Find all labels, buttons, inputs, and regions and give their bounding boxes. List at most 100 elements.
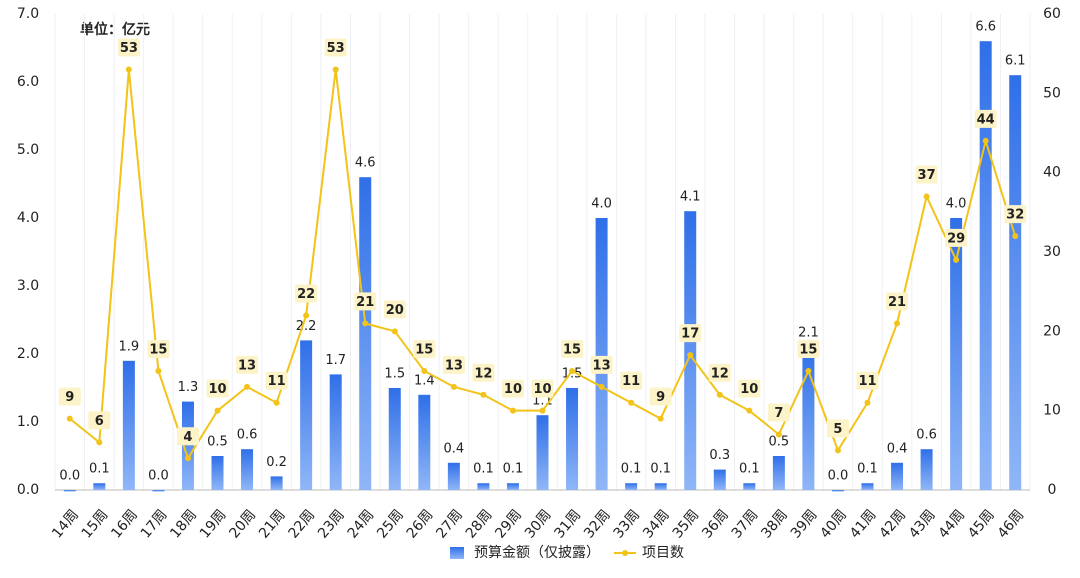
line-point [509,407,516,414]
bar [743,483,756,490]
line-label-box [826,419,849,438]
bar [152,490,165,492]
bar-value-label: 2.2 [296,319,317,334]
line-label-box [58,387,81,406]
bar [241,449,254,490]
x-tick-label: 38周 [758,507,791,542]
y-tick-label: 4.0 [17,210,39,226]
bar-value-label: 0.5 [207,435,228,450]
bar [1009,75,1022,490]
bar-value-label: 0.1 [473,462,494,477]
x-tick-label: 36周 [699,507,732,542]
x-tick-label: 33周 [611,507,644,542]
line-point [273,399,280,406]
bar-value-label: 6.1 [1005,54,1026,69]
x-tick-label: 21周 [256,507,289,542]
bar-value-label: 1.4 [414,373,435,388]
line-value-label: 11 [622,374,640,389]
line-value-label: 21 [356,295,374,310]
line-point [96,439,103,446]
line-label-box [797,340,820,358]
line-value-label: 37 [918,168,936,183]
bar [359,177,372,490]
line-label-box [1004,205,1027,224]
bar [122,360,135,490]
line-value-label: 13 [445,358,463,373]
bar-value-label: 0.1 [739,462,760,477]
line-point [303,312,310,319]
line-point [391,328,398,335]
line-value-label: 15 [799,343,817,358]
bar [979,41,992,490]
line-point [184,455,191,462]
bar-value-label: 6.6 [975,20,996,35]
line-label-box [886,292,909,311]
line-label-box [620,371,643,390]
x-tick-label: 34周 [640,507,673,542]
x-tick-label: 26周 [404,507,437,542]
line-point [125,66,132,73]
y2-tick-label: 10 [1043,403,1061,419]
line-point [569,368,576,374]
bar-value-label: 0.1 [857,462,878,477]
legend-swatch [450,547,464,559]
x-tick-label: 25周 [374,507,407,542]
bar [861,483,874,490]
line-value-label: 53 [327,41,345,56]
bar [713,469,726,490]
line-value-label: 10 [533,382,551,397]
line-point [214,407,221,414]
line-value-label: 21 [888,295,906,310]
line-point [657,415,664,422]
x-tick-label: 43周 [906,507,939,542]
x-tick-label: 20周 [226,507,259,542]
line-label-box [147,340,170,358]
y-tick-label: 2.0 [17,346,39,362]
bar-value-label: 4.6 [355,156,376,171]
line-value-label: 5 [833,422,842,437]
line-label-box [590,355,613,374]
line-value-label: 53 [120,41,138,56]
bar-value-label: 0.2 [266,455,287,470]
line-label-box [236,355,259,374]
bar [477,483,490,490]
bar [506,483,519,490]
bar [211,456,224,490]
bar-value-label: 0.3 [709,448,730,463]
x-tick-label: 41周 [847,507,880,542]
line-point [716,391,723,398]
bar-value-label: 4.0 [946,197,967,212]
line-point [421,368,428,374]
bar-value-label: 0.1 [503,462,524,477]
x-tick-label: 30周 [522,507,555,542]
line-value-label: 29 [947,231,965,246]
line-point [244,383,251,390]
line-point [923,193,930,200]
line-value-label: 9 [656,390,665,405]
bar [595,218,608,490]
bar [950,218,963,490]
bar [654,483,667,490]
x-tick-label: 35周 [670,507,703,542]
line-value-label: 15 [563,343,581,358]
bar [536,415,549,490]
line-value-label: 44 [977,112,995,127]
line-value-label: 11 [268,374,286,389]
bar-value-label: 2.1 [798,326,819,341]
bar-value-label: 0.0 [148,469,169,484]
line-point [362,320,369,327]
line-label-box [945,228,968,247]
line-value-label: 22 [297,287,315,302]
bar [63,490,76,492]
line-point [687,352,694,359]
line-value-label: 4 [183,430,192,445]
legend-label: 预算金额（仅披露） [474,545,600,561]
x-tick-label: 23周 [315,507,348,542]
y-tick-label: 1.0 [17,414,39,430]
y2-tick-label: 60 [1043,6,1061,22]
bar-value-label: 4.0 [591,197,612,212]
x-tick-label: 45周 [965,507,998,542]
line-value-label: 10 [504,382,522,397]
line-point [628,399,635,406]
